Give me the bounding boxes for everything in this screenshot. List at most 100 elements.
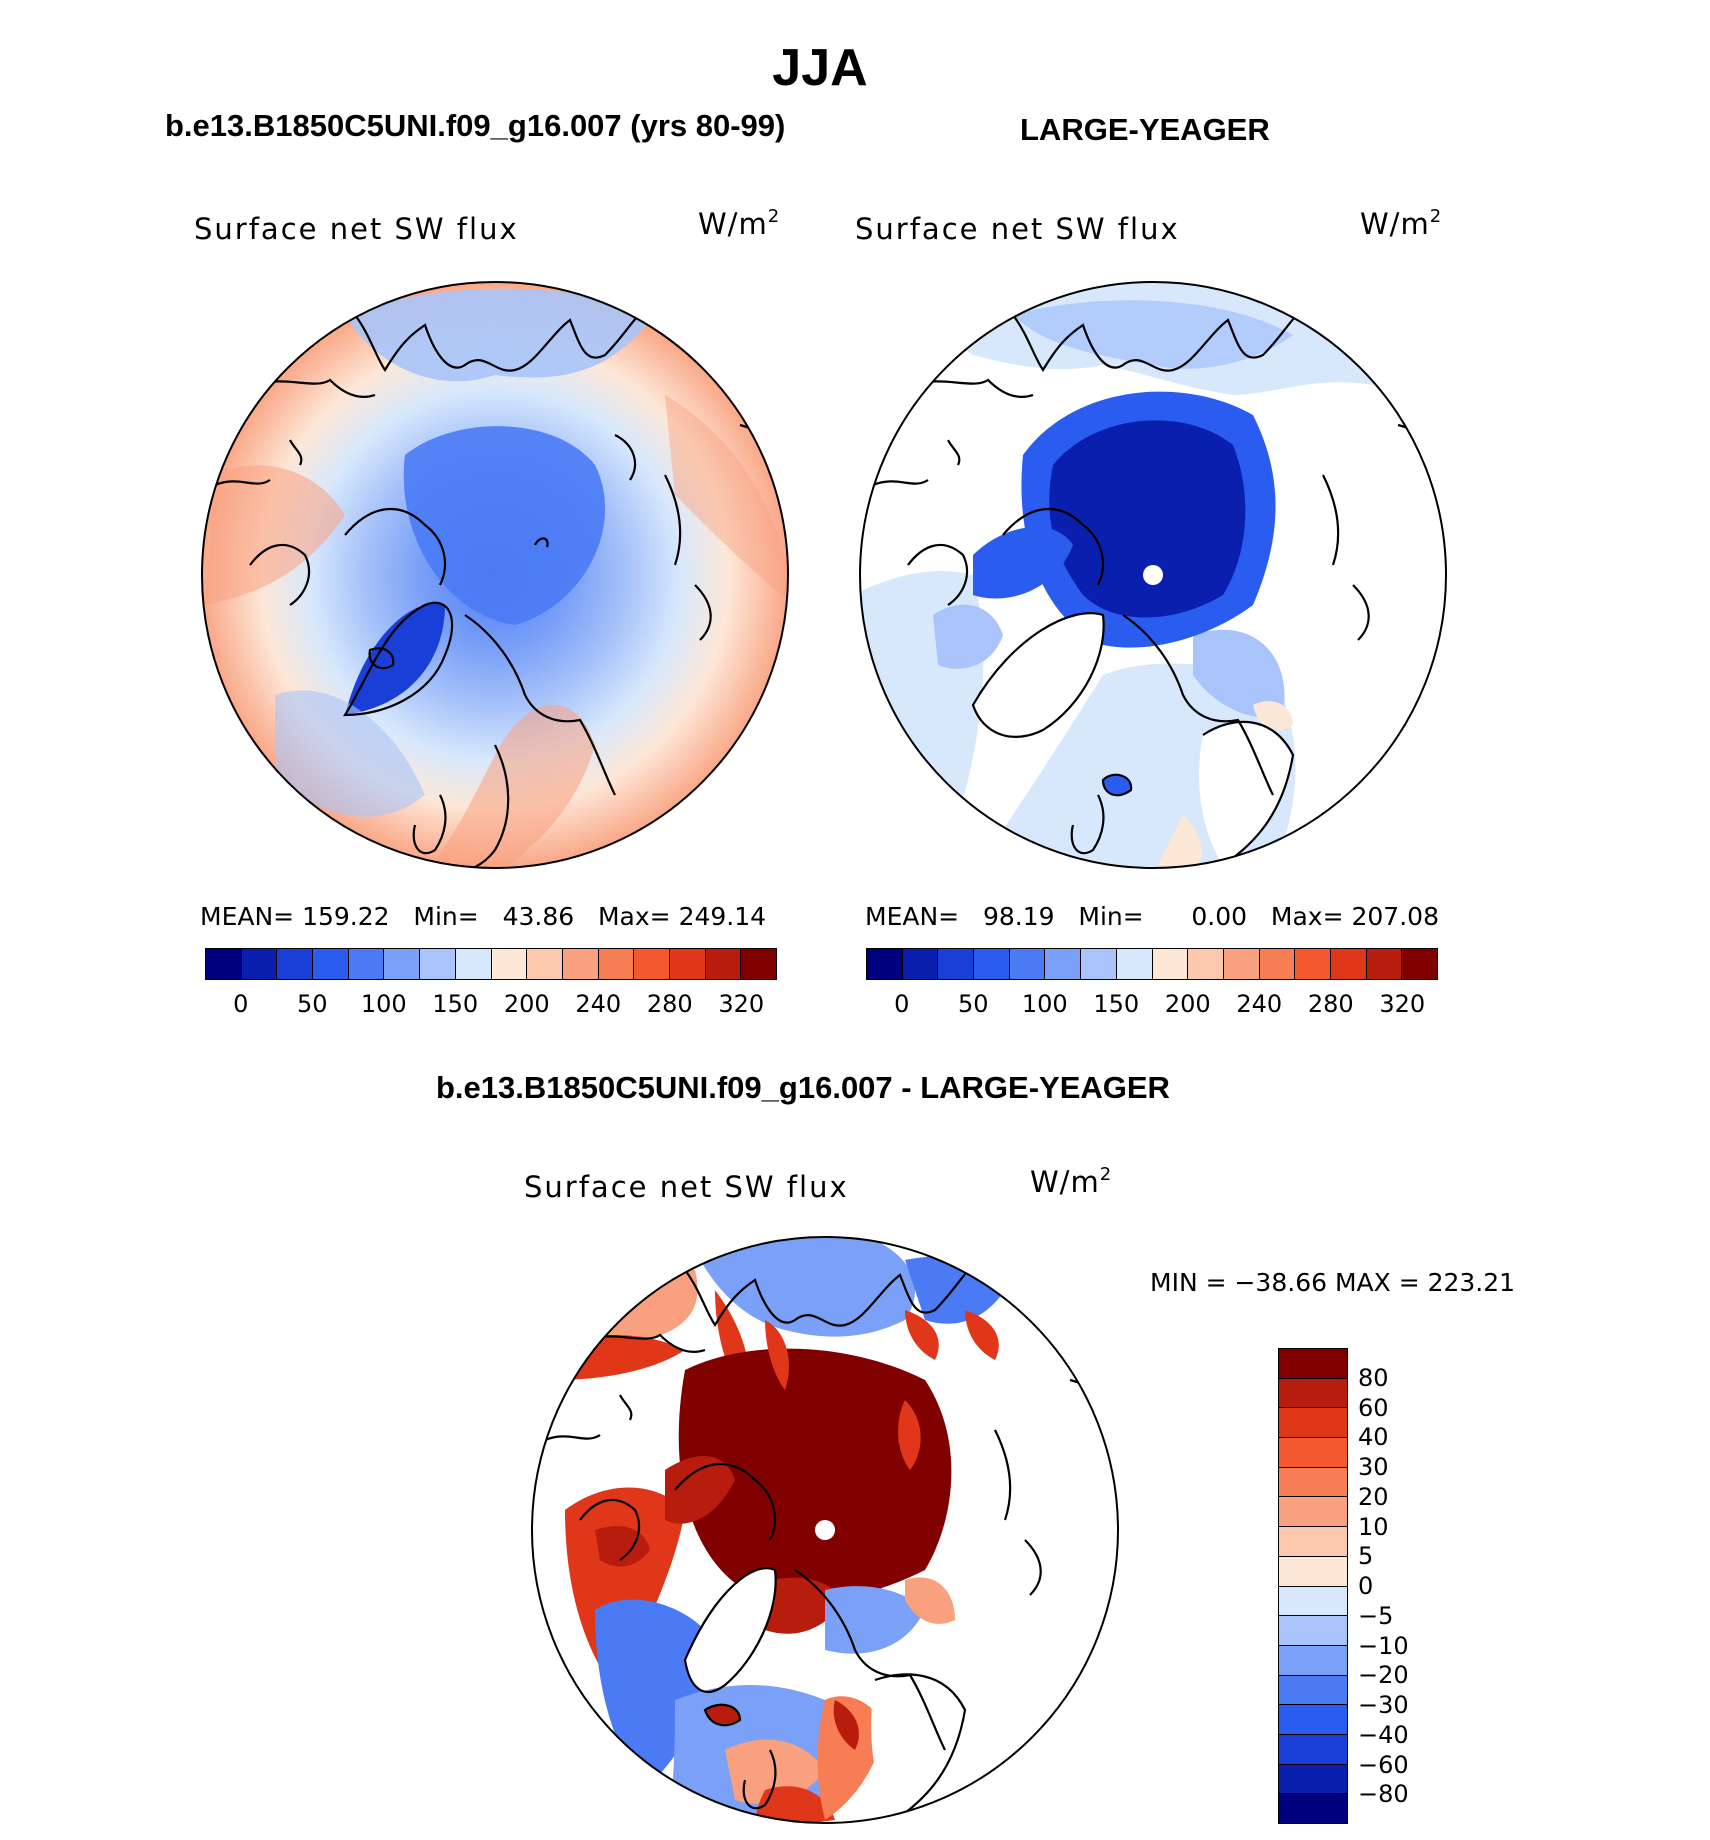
diff-colorbar-tick-label: 10 [1358, 1512, 1389, 1541]
diff-colorbar-tick-label: 20 [1358, 1482, 1389, 1511]
diff-colorbar-tick-label: −30 [1358, 1691, 1409, 1719]
panel-2-colorbar-tick-label: 320 [1379, 990, 1426, 1018]
panel-2-colorbar-tick-label: 200 [1164, 990, 1211, 1018]
panel-1-colorbar-swatch [206, 949, 242, 979]
panel-1-colorbar-swatch [598, 949, 635, 979]
panel-2-colorbar-tick-label: 0 [894, 990, 910, 1018]
panel-1-units-label: W/m2 [698, 206, 781, 241]
panel-2-colorbar-swatch [1152, 949, 1189, 979]
diff-colorbar-swatch [1279, 1616, 1347, 1646]
diff-colorbar-tick-label: −5 [1358, 1601, 1394, 1630]
panel-2-colorbar-swatch [1009, 949, 1046, 979]
panel-2-colorbar-swatch [1366, 949, 1403, 979]
panel-2-colorbar-swatch [974, 949, 1010, 979]
diff-colorbar-swatch [1279, 1794, 1347, 1823]
panel-1-colorbar-swatch [384, 949, 421, 979]
panel-1-colorbar-swatch [669, 949, 706, 979]
panel-1-variable-label: Surface net SW flux [194, 212, 519, 246]
diff-colorbar-tick-label: −80 [1358, 1780, 1409, 1809]
diff-units-label: W/m2 [1030, 1164, 1113, 1199]
panel-2-colorbar-tick-label: 240 [1236, 990, 1283, 1018]
panel-1-colorbar-swatch [455, 949, 492, 979]
panel-1-case-title: b.e13.B1850C5UNI.f09_g16.007 (yrs 80-99) [165, 108, 786, 143]
diff-colorbar-swatch [1279, 1438, 1347, 1468]
panel-1-colorbar-tick-label: 200 [503, 990, 550, 1018]
panel-1-colorbar-swatch [562, 949, 599, 979]
panel-2-units-label: W/m2 [1360, 206, 1443, 241]
diff-colorbar-swatch [1279, 1764, 1347, 1795]
diff-colorbar-swatch [1279, 1408, 1347, 1439]
diff-colorbar-tick-label: −40 [1358, 1720, 1409, 1749]
main-title: JJA [772, 39, 868, 97]
diff-colorbar-swatch [1279, 1467, 1347, 1498]
diff-colorbar-tick-label: 0 [1358, 1572, 1374, 1600]
panel-2-map [859, 281, 1447, 869]
diff-colorbar-swatch [1279, 1527, 1347, 1557]
panel-2-colorbar-swatch [902, 949, 939, 979]
panel-1-colorbar-swatch [277, 949, 314, 979]
panel-1-colorbar-swatch [527, 949, 563, 979]
panel-1-colorbar-swatch [634, 949, 670, 979]
diff-colorbar-tick-label: −10 [1358, 1631, 1409, 1660]
diff-variable-label: Surface net SW flux [524, 1170, 849, 1204]
panel-1-colorbar-tick-label: 100 [360, 990, 407, 1018]
panel-1-colorbar-tick-label: 320 [718, 990, 765, 1018]
panel-2-colorbar-swatch [938, 949, 975, 979]
diff-colorbar-swatch [1279, 1556, 1347, 1587]
panel-1-colorbar-tick-label: 50 [296, 990, 328, 1018]
panel-1-colorbar-tick-label: 150 [432, 990, 479, 1018]
panel-2-colorbar-swatch [1223, 949, 1260, 979]
diff-colorbar [1278, 1348, 1348, 1824]
panel-1-colorbar-tick-label: 240 [575, 990, 622, 1018]
diff-colorbar-tick-label: 30 [1358, 1453, 1389, 1481]
diff-colorbar-swatch [1279, 1497, 1347, 1528]
panel-1-colorbar-swatch [313, 949, 349, 979]
panel-2-colorbar-tick-label: 280 [1307, 990, 1354, 1018]
diff-colorbar-swatch [1279, 1675, 1347, 1706]
panel-2-stats: MEAN= 98.19 Min= 0.00 Max= 207.08 [865, 902, 1439, 931]
diff-colorbar-tick-label: −20 [1358, 1661, 1409, 1690]
diff-colorbar-tick-label: 5 [1358, 1542, 1374, 1571]
panel-1-colorbar-swatch [705, 949, 742, 979]
panel-2-case-title: LARGE-YEAGER [1020, 112, 1270, 147]
panel-2-colorbar-tick-label: 100 [1021, 990, 1068, 1018]
panel-1-colorbar-ticks: 0 50 100 150 200 240 280 320 [205, 990, 777, 1020]
diff-colorbar-swatch [1279, 1645, 1347, 1676]
diff-colorbar-tick-label: −60 [1358, 1750, 1409, 1779]
diff-colorbar-tick-label: 40 [1358, 1423, 1389, 1452]
panel-2-colorbar-tick-label: 150 [1093, 990, 1140, 1018]
diff-colorbar-ticks: 80 60 40 30 20 10 5 0 −5 −10 −20 −30 −40 −60 −80 [1358, 1348, 1458, 1824]
panel-2-colorbar-swatch [1402, 949, 1437, 979]
panel-1-colorbar-swatch [491, 949, 528, 979]
diff-colorbar-swatch [1279, 1586, 1347, 1617]
panel-1-colorbar-tick-label: 280 [646, 990, 693, 1018]
diff-colorbar-tick-label: 80 [1358, 1363, 1389, 1392]
panel-2-colorbar [866, 948, 1438, 980]
diff-map [531, 1236, 1119, 1824]
panel-1-colorbar-tick-label: 0 [233, 990, 249, 1018]
diff-colorbar-swatch [1279, 1378, 1347, 1409]
panel-1-map [201, 281, 789, 869]
diff-colorbar-swatch [1279, 1349, 1347, 1379]
panel-1-colorbar [205, 948, 777, 980]
panel-2-colorbar-swatch [1188, 949, 1224, 979]
panel-2-variable-label: Surface net SW flux [855, 212, 1180, 246]
panel-2-colorbar-swatch [1116, 949, 1153, 979]
panel-2-colorbar-swatch [1330, 949, 1367, 979]
diff-colorbar-swatch [1279, 1734, 1347, 1765]
panel-1-colorbar-swatch [241, 949, 278, 979]
panel-2-colorbar-swatch [867, 949, 903, 979]
diff-colorbar-swatch [1279, 1705, 1347, 1735]
diff-colorbar-tick-label: 60 [1358, 1393, 1389, 1422]
panel-1-colorbar-swatch [420, 949, 456, 979]
panel-2-colorbar-tick-label: 50 [957, 990, 989, 1018]
panel-2-colorbar-swatch [1045, 949, 1082, 979]
panel-2-colorbar-swatch [1081, 949, 1117, 979]
panel-2-colorbar-swatch [1259, 949, 1296, 979]
panel-1-stats: MEAN= 159.22 Min= 43.86 Max= 249.14 [200, 902, 767, 931]
panel-1-colorbar-swatch [348, 949, 385, 979]
panel-2-colorbar-swatch [1295, 949, 1331, 979]
diff-case-title: b.e13.B1850C5UNI.f09_g16.007 - LARGE-YEA… [436, 1070, 1170, 1105]
panel-1-colorbar-swatch [741, 949, 776, 979]
panel-2-colorbar-ticks: 0 50 100 150 200 240 280 320 [866, 990, 1438, 1020]
